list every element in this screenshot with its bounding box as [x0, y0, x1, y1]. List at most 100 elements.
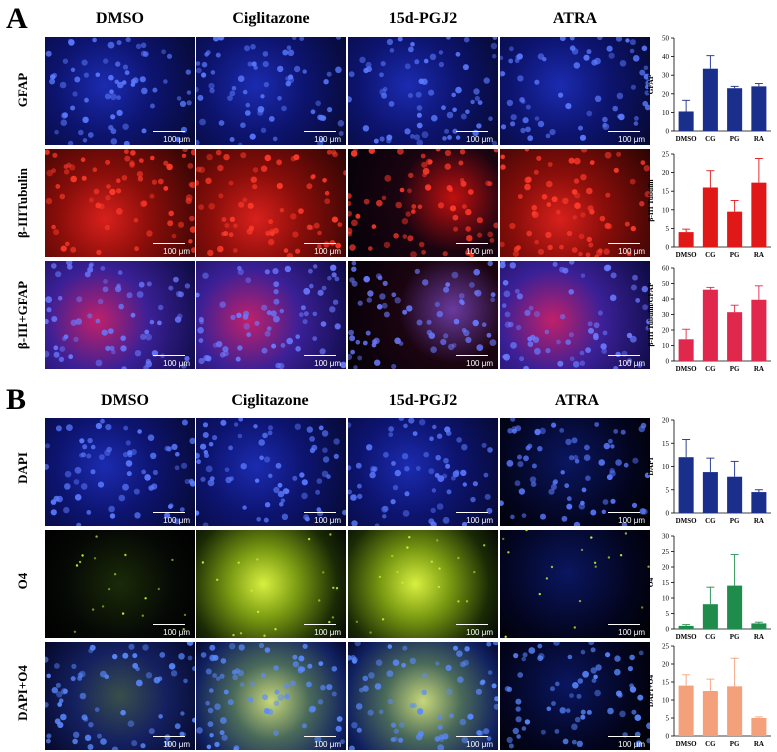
y-tick-label: 30	[662, 311, 670, 319]
cell-nuclei-texture	[355, 536, 486, 634]
scale-bar-label: 100 μm	[163, 135, 190, 144]
scale-bar	[456, 242, 488, 244]
y-axis-label: O4	[646, 577, 655, 587]
x-tick-label: PG	[730, 251, 740, 259]
bar-chart-beta-iii-tubulin: 0 5 10 15 20 25 β-III Tubulin DMSO CG PG RA	[646, 151, 771, 259]
bar-ra	[751, 86, 767, 131]
panel-letter-b: B	[6, 383, 27, 416]
y-tick-label: 0	[666, 626, 670, 634]
bar-cg	[702, 289, 718, 361]
scale-bar-label: 100 μm	[314, 359, 341, 368]
cell-nuclei-texture	[348, 418, 493, 526]
scale-bar-label: 100 μm	[163, 628, 190, 637]
y-tick-label: 15	[662, 679, 670, 687]
y-tick-label: 0	[666, 244, 670, 252]
x-tick-label: PG	[730, 740, 740, 748]
cell-nuclei-texture	[500, 37, 650, 142]
scale-bar	[456, 354, 488, 356]
bar-cg	[702, 68, 718, 131]
column-header-dmso-a: DMSO	[96, 10, 144, 27]
y-axis-label: β-III Tubulin/GFAP	[646, 282, 655, 346]
bar-ra	[751, 182, 767, 247]
y-tick-label: 20	[662, 661, 670, 669]
scale-bar-label: 100 μm	[314, 135, 341, 144]
bar-cg	[702, 691, 718, 736]
scale-bar-label: 100 μm	[466, 516, 493, 525]
x-tick-label: RA	[754, 365, 764, 373]
cell-nuclei-texture	[196, 149, 346, 257]
micrograph-dapi-o4-15d-pgj2: 100 μm	[348, 642, 498, 750]
column-header-ciglitazone-a: Ciglitazone	[232, 10, 310, 27]
x-tick-label: CG	[705, 251, 716, 259]
y-tick-label: 15	[662, 440, 670, 448]
scale-bar-label: 100 μm	[618, 516, 645, 525]
scale-bar	[304, 242, 336, 244]
micrograph-gfap-atra: 100 μm	[500, 37, 650, 145]
scale-bar-label: 100 μm	[618, 359, 645, 368]
micrograph-o4-15d-pgj2: 100 μm	[348, 530, 498, 638]
scale-bar	[304, 354, 336, 356]
micrograph-o4-atra: 100 μm	[500, 530, 650, 638]
y-axis-label: GFAP	[646, 74, 655, 94]
scale-bar-label: 100 μm	[618, 740, 645, 749]
scale-bar	[153, 242, 185, 244]
y-tick-label: 5	[666, 715, 670, 723]
y-tick-label: 0	[666, 128, 670, 136]
x-tick-label: DMSO	[676, 633, 698, 641]
scale-bar-label: 100 μm	[163, 740, 190, 749]
x-tick-label: CG	[705, 365, 716, 373]
bar-chart-dapi-o4: 0 5 10 15 20 25 DAPI+O4 DMSO CG PG RA	[646, 643, 771, 748]
cell-nuclei-texture	[45, 261, 191, 369]
y-tick-label: 25	[662, 548, 670, 556]
row-label-gfap: GFAP	[15, 72, 30, 108]
y-tick-label: 10	[662, 342, 670, 350]
bar-chart-dapi: 0 5 10 15 20 DAPI DMSO CG PG RA	[646, 417, 771, 525]
bar-pg	[727, 312, 743, 361]
cell-nuclei-texture	[500, 418, 650, 526]
x-tick-label: DMSO	[676, 251, 698, 259]
cell-nuclei-texture	[45, 37, 192, 145]
scale-bar	[153, 511, 185, 513]
y-tick-label: 50	[662, 35, 670, 43]
cell-nuclei-texture	[196, 418, 346, 526]
scale-bar	[456, 735, 488, 737]
scale-bar-label: 100 μm	[466, 628, 493, 637]
micrograph-gfap-15d-pgj2: 100 μm	[348, 37, 498, 145]
y-tick-label: 10	[662, 109, 670, 117]
x-tick-label: RA	[754, 740, 764, 748]
cell-nuclei-texture	[348, 261, 497, 369]
bar-cg	[702, 604, 718, 629]
scale-bar	[153, 130, 185, 132]
column-header-atra-b: ATRA	[554, 392, 600, 409]
x-tick-label: CG	[705, 633, 716, 641]
micrograph--iii-gfap-atra: 100 μm	[500, 261, 650, 369]
x-tick-label: PG	[730, 517, 740, 525]
micrograph--iiitubulin-dmso: 100 μm	[45, 149, 195, 257]
y-tick-label: 20	[662, 417, 670, 425]
scale-bar-label: 100 μm	[466, 247, 493, 256]
y-tick-label: 15	[662, 579, 670, 587]
scale-bar	[608, 354, 640, 356]
y-tick-label: 40	[662, 296, 670, 304]
y-tick-label: 20	[662, 169, 670, 177]
cell-nuclei-texture	[502, 530, 650, 638]
scale-bar-label: 100 μm	[314, 740, 341, 749]
scale-bar	[608, 623, 640, 625]
x-tick-label: DMSO	[676, 135, 698, 143]
y-tick-label: 5	[666, 225, 670, 233]
x-tick-label: PG	[730, 135, 740, 143]
cell-nuclei-texture	[201, 533, 339, 637]
cell-nuclei-texture	[500, 261, 650, 369]
micrograph-dapi-o4-atra: 100 μm	[500, 642, 650, 750]
x-tick-label: RA	[754, 135, 764, 143]
micrograph-dapi-atra: 100 μm	[500, 418, 650, 526]
scale-bar	[153, 623, 185, 625]
micrograph--iii-gfap-15d-pgj2: 100 μm	[348, 261, 498, 369]
scale-bar-label: 100 μm	[314, 247, 341, 256]
x-tick-label: DMSO	[676, 740, 698, 748]
y-tick-label: 50	[662, 280, 670, 288]
bar-pg	[727, 476, 743, 513]
x-tick-label: CG	[705, 135, 716, 143]
bar-ra	[751, 623, 767, 629]
y-tick-label: 0	[666, 358, 670, 366]
